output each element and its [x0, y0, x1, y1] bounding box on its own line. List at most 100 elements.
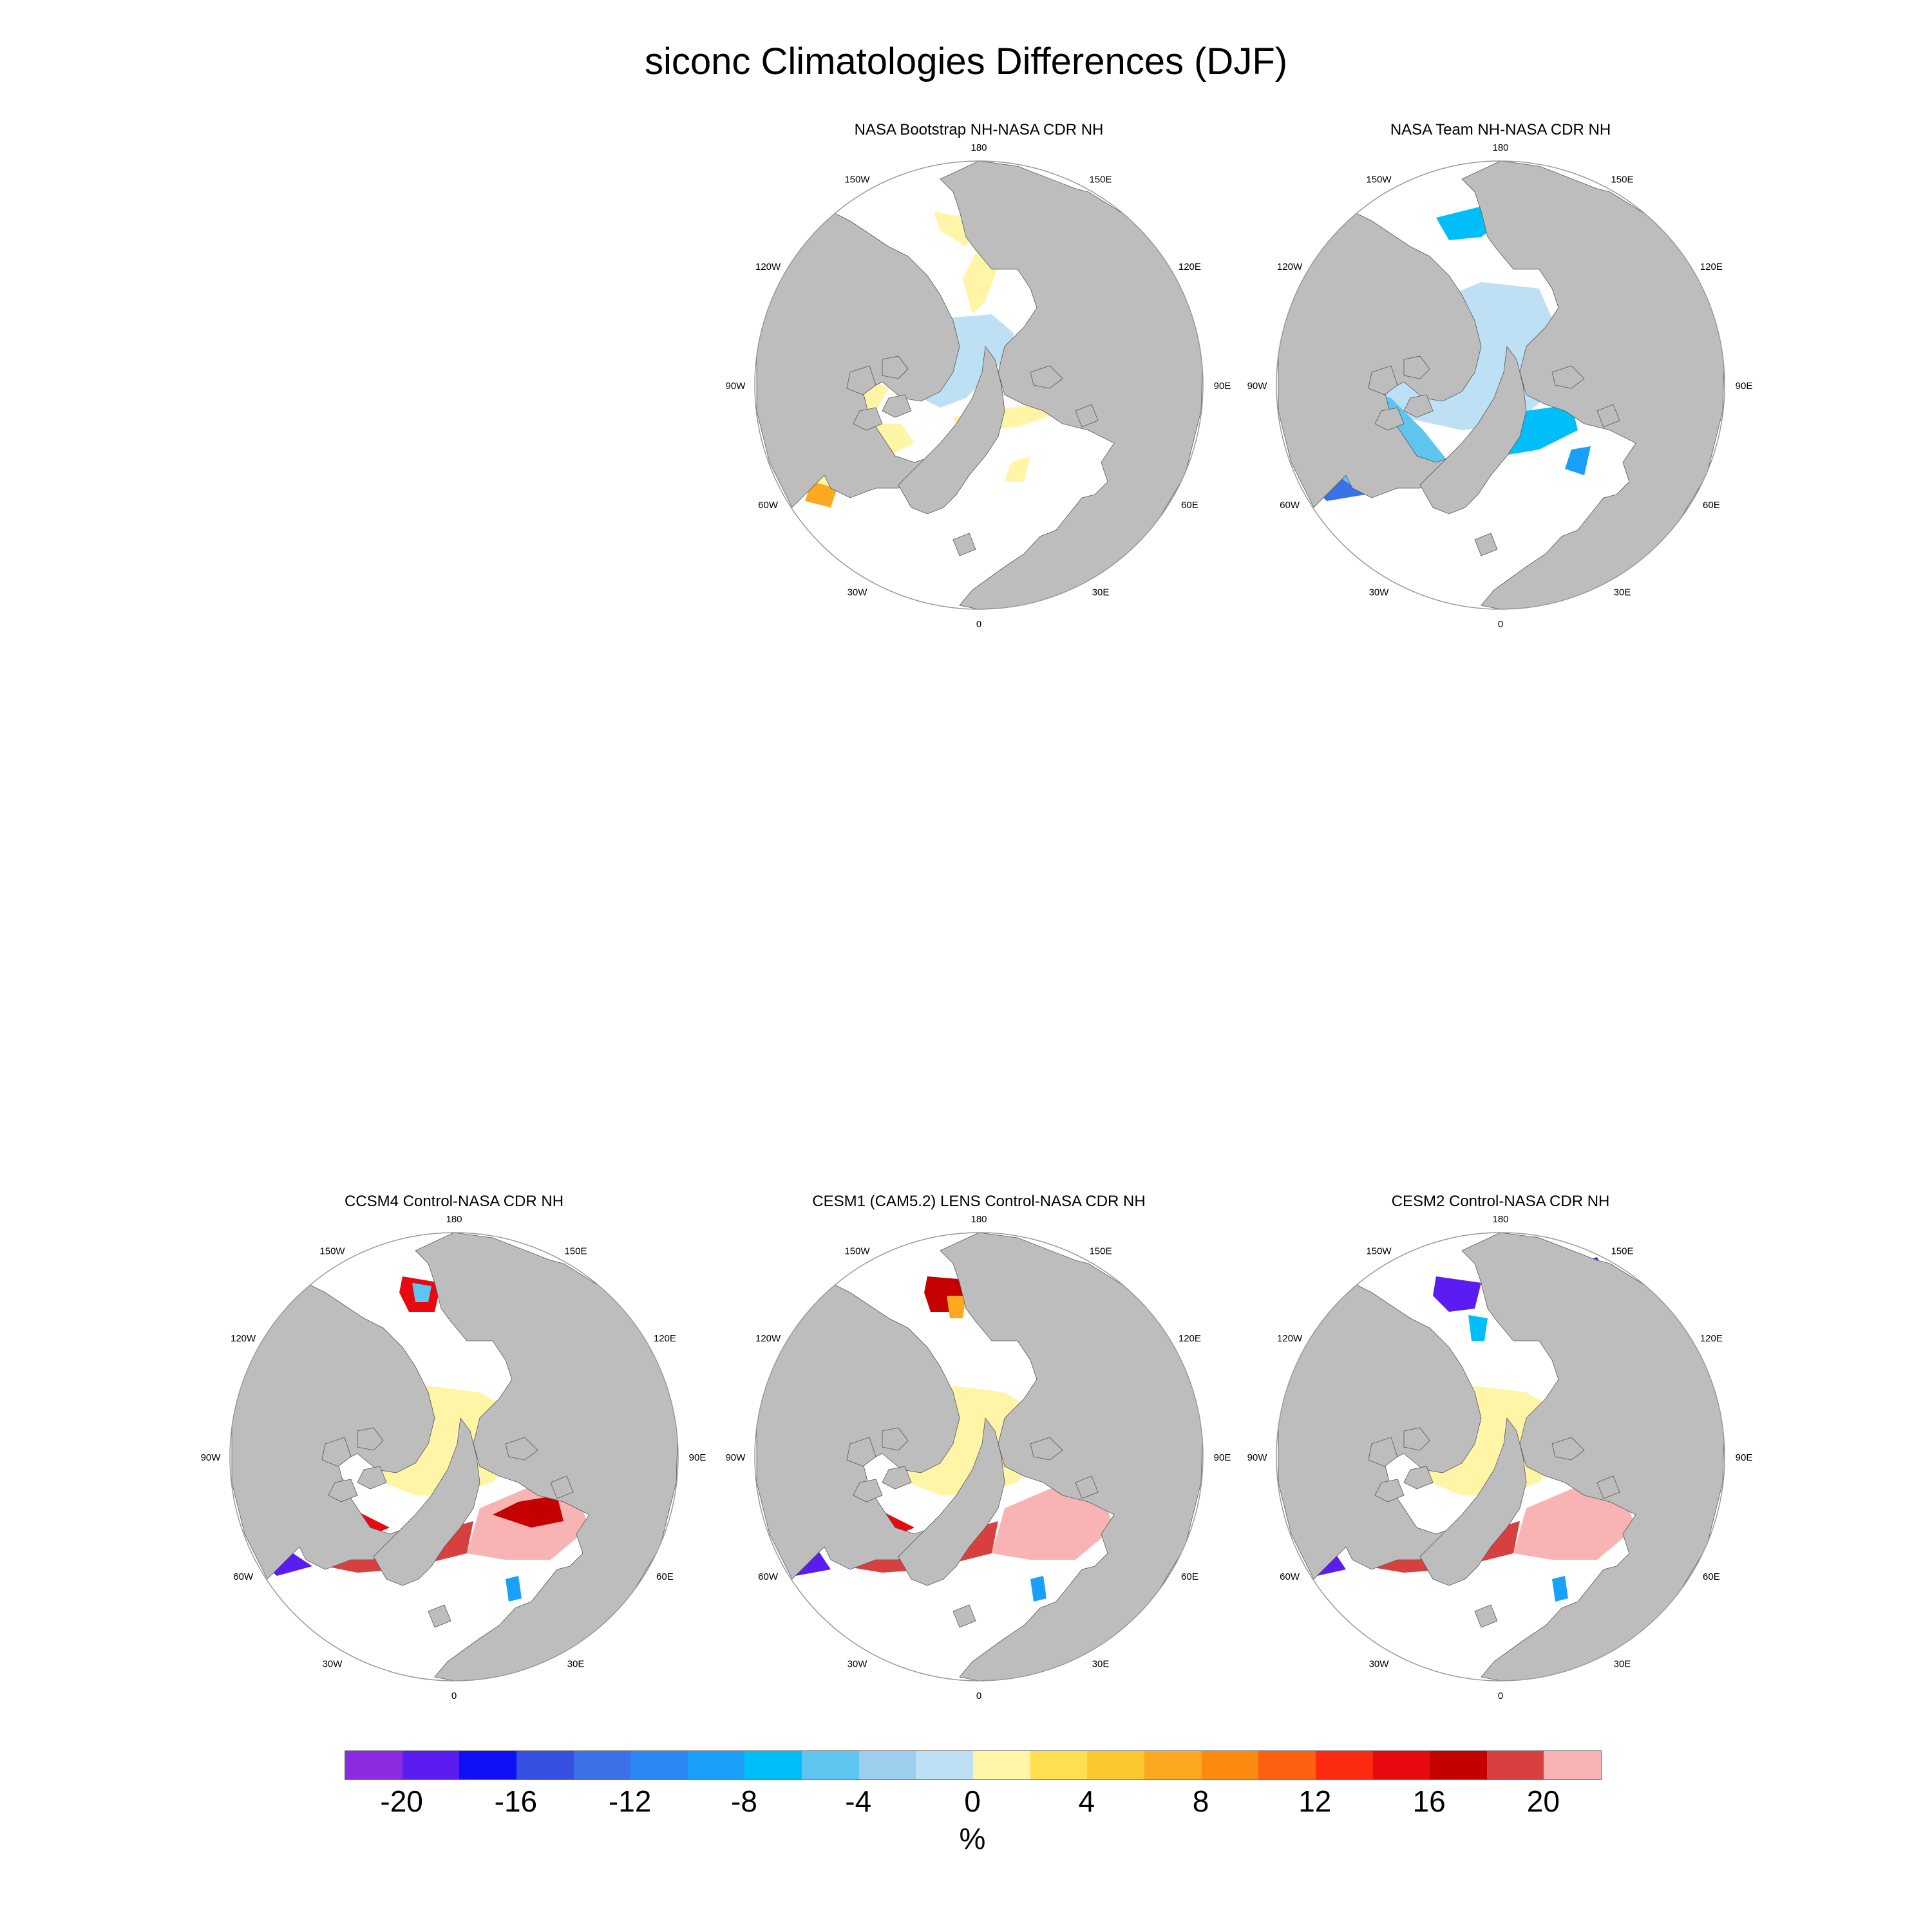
longitude-label: 30W	[1369, 1658, 1390, 1669]
panel-title: CESM2 Control-NASA CDR NH	[1391, 1193, 1610, 1210]
colorbar-tick-label: -16	[494, 1785, 538, 1818]
longitude-label: 90W	[201, 1452, 222, 1463]
colorbar	[345, 1750, 1602, 1780]
longitude-label: 120W	[231, 1333, 256, 1344]
polar-map: 180 150E 120E 90E 60E 30E 0 30W 60W 90W 120W 150W	[726, 1214, 1231, 1701]
longitude-label: 180	[1492, 142, 1508, 153]
colorbar-tick-label: 12	[1298, 1785, 1332, 1818]
island-landmass	[853, 1479, 883, 1502]
longitude-label: 120E	[654, 1333, 676, 1344]
greenland-landmass	[373, 1417, 480, 1586]
longitude-label: 120E	[1179, 261, 1201, 272]
map-panel-cesm2: CESM2 Control-NASA CDR NH 180 150E 120E 90E…	[1236, 1193, 1765, 1721]
sea-ice-difference-region	[947, 1296, 966, 1318]
colorbar-tick-label: 8	[1192, 1785, 1209, 1818]
longitude-label: 60E	[1181, 500, 1198, 511]
island-landmass	[1075, 1475, 1099, 1499]
longitude-label: 0	[451, 1690, 457, 1701]
island-landmass	[321, 1437, 352, 1467]
colorbar-box	[1486, 1751, 1544, 1779]
colorbar-box	[1372, 1751, 1430, 1779]
longitude-label: 30E	[567, 1658, 585, 1669]
island-landmass	[357, 1466, 387, 1490]
colorbar-tick-label: -4	[845, 1785, 872, 1818]
polar-map: 180 150E 120E 90E 60E 30E 0 30W 60W 90W 120W 150W	[1247, 142, 1753, 630]
colorbar-units: %	[959, 1822, 986, 1855]
island-landmass	[1030, 1437, 1063, 1461]
panel-title: NASA Bootstrap NH-NASA CDR NH	[854, 121, 1104, 138]
polar-map: 180 150E 120E 90E 60E 30E 0 30W 60W 90W 120W 150W	[1247, 1214, 1753, 1701]
map-boundary	[229, 1232, 679, 1681]
longitude-label: 60W	[758, 1571, 779, 1582]
colorbar-box	[1201, 1751, 1259, 1779]
greenland-landmass	[898, 345, 1005, 515]
island-landmass	[1403, 1427, 1430, 1451]
map-boundary	[754, 160, 1204, 610]
polar-map: 180 150E 120E 90E 60E 30E 0 30W 60W 90W 120W 150W	[201, 1214, 706, 1701]
colorbar-box	[744, 1751, 802, 1779]
island-landmass	[1075, 404, 1099, 428]
longitude-label: 120W	[1277, 261, 1303, 272]
sea-ice-difference-region	[1468, 1315, 1488, 1341]
colorbar-box	[916, 1751, 974, 1779]
longitude-label: 30E	[1092, 587, 1110, 598]
island-landmass	[1474, 1604, 1498, 1628]
island-landmass	[357, 1427, 384, 1451]
north-america-landmass	[1278, 207, 1482, 508]
island-landmass	[1403, 394, 1434, 418]
colorbar-tick-label: -20	[380, 1785, 423, 1818]
map-body	[230, 1233, 678, 1681]
longitude-label: 30W	[848, 587, 868, 598]
colorbar-box	[516, 1751, 574, 1779]
colorbar-box	[345, 1751, 402, 1779]
panel-title: CESM1 (CAM5.2) LENS Control-NASA CDR NH	[812, 1193, 1146, 1210]
colorbar-box	[573, 1751, 631, 1779]
island-landmass	[846, 365, 876, 395]
island-landmass	[853, 407, 883, 431]
longitude-label: 30E	[1092, 1658, 1110, 1669]
colorbar-box	[1258, 1751, 1316, 1779]
longitude-label: 90W	[726, 381, 746, 392]
longitude-label: 180	[971, 142, 987, 153]
island-landmass	[1596, 404, 1620, 428]
longitude-label: 0	[976, 1690, 981, 1701]
longitude-label: 150W	[844, 175, 870, 185]
island-landmass	[952, 1604, 976, 1628]
longitude-label: 180	[1492, 1214, 1508, 1225]
island-landmass	[1030, 365, 1063, 389]
longitude-label: 30W	[1369, 587, 1390, 598]
north-america-landmass	[756, 207, 960, 508]
longitude-label: 90E	[1214, 1452, 1231, 1463]
island-landmass	[505, 1437, 538, 1461]
longitude-label: 60E	[1181, 1571, 1198, 1582]
colorbar-box	[1144, 1751, 1202, 1779]
island-landmass	[1403, 355, 1430, 379]
longitude-label: 150E	[1611, 1246, 1633, 1257]
island-landmass	[1374, 1479, 1405, 1502]
longitude-label: 150W	[844, 1246, 870, 1257]
colorbar-box	[1030, 1751, 1088, 1779]
sea-ice-difference-region	[412, 1283, 431, 1302]
longitude-label: 0	[1498, 1690, 1503, 1701]
longitude-label: 0	[1498, 619, 1503, 630]
island-landmass	[846, 1437, 876, 1467]
longitude-label: 60W	[1280, 500, 1300, 511]
colorbar-box	[1430, 1751, 1487, 1779]
longitude-label: 150E	[1611, 175, 1633, 185]
colorbar-tick-label: 0	[964, 1785, 981, 1818]
longitude-label: 120W	[755, 1333, 781, 1344]
longitude-label: 120W	[755, 261, 781, 272]
sea-ice-difference-region	[805, 482, 837, 507]
figure-title: siconc Climatologies Differences (DJF)	[644, 41, 1288, 82]
longitude-label: 90W	[1247, 1452, 1268, 1463]
map-body	[1276, 161, 1725, 609]
island-landmass	[1374, 407, 1405, 431]
map-boundary	[1276, 1232, 1725, 1681]
colorbar-box	[1544, 1751, 1602, 1779]
colorbar-box	[630, 1751, 688, 1779]
longitude-label: 120E	[1700, 1333, 1723, 1344]
longitude-label: 90W	[1247, 381, 1268, 392]
sea-ice-difference-region	[963, 253, 998, 314]
longitude-label: 60E	[656, 1571, 674, 1582]
island-landmass	[328, 1479, 358, 1502]
